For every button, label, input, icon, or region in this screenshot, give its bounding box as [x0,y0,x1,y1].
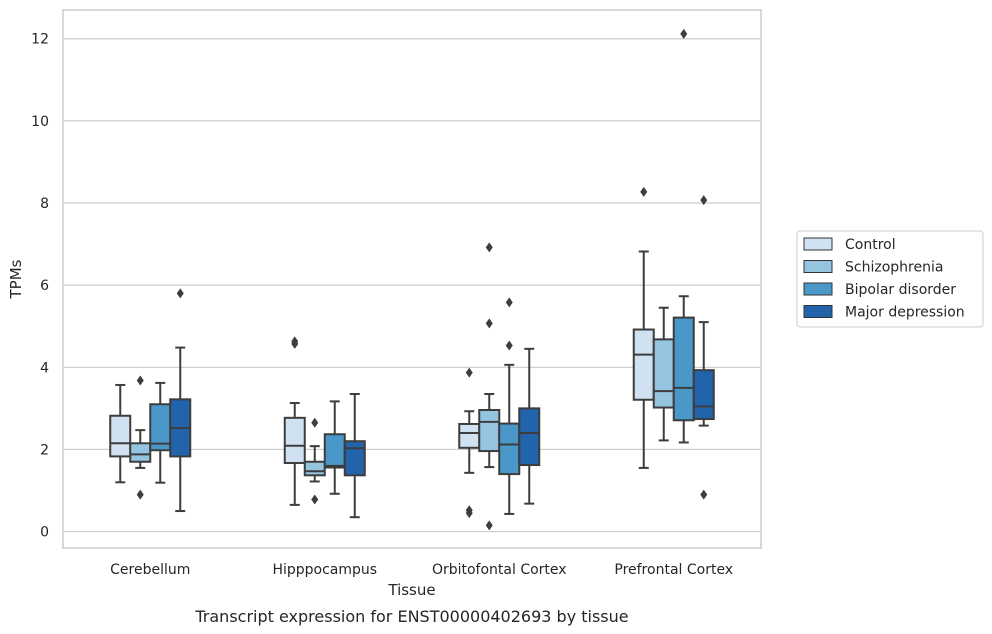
legend-label: Control [845,237,896,253]
outlier-point [700,489,708,500]
box-3-3 [692,195,715,500]
outlier-point [485,318,493,329]
box-3-0 [632,186,655,469]
y-tick-label: 10 [31,114,49,130]
y-tick-label: 4 [40,360,49,376]
outlier-point [311,494,319,505]
box-iqr [632,328,655,401]
plot-area-frame [62,9,762,549]
legend-swatch [803,305,833,318]
y-tick-label: 6 [40,278,49,294]
box-iqr [498,422,521,476]
outlier-point [485,520,493,531]
legend-swatch [803,260,833,273]
outlier-point [485,242,493,253]
outlier-point [176,288,184,299]
box-0-2 [149,381,172,484]
box-iqr [129,442,152,463]
x-axis-ticks: Cerebellum Hipppocampus Orbitofontal Corte… [110,562,733,578]
outlier-point [640,186,648,197]
box-3-1 [652,306,675,442]
y-axis-ticks: 0 2 4 6 8 10 12 [31,32,49,541]
legend-label: Major depression [845,305,965,321]
box-iqr [109,414,132,458]
box-0-1 [129,375,152,500]
box-iqr [323,433,346,469]
legend-swatch [803,237,833,251]
chart-caption: Transcript expression for ENST0000040269… [194,607,628,626]
outlier-point [465,505,473,516]
outlier-point [505,340,513,351]
box-iqr [478,409,501,453]
legend-label: Bipolar disorder [845,282,956,298]
outlier-point [136,489,144,500]
box-3-2 [672,28,695,444]
box-0-3 [169,288,192,513]
box-iqr [652,338,675,409]
y-tick-label: 2 [40,442,49,458]
legend-frame [796,230,984,328]
box-1-2 [323,400,346,495]
box-iqr [692,369,715,421]
x-tick-label: Prefrontal Cortex [614,562,733,578]
x-axis-label: Tissue [387,581,435,599]
box-iqr [518,407,541,467]
y-axis-label: TPMs [7,259,25,299]
box-0-0 [109,383,132,484]
outlier-point [136,375,144,386]
box-2-2 [498,297,521,515]
x-tick-label: Hipppocampus [272,562,377,578]
box-2-1 [478,242,501,531]
box-2-0 [458,367,481,519]
box-1-3 [343,392,366,519]
box-iqr [458,422,481,449]
y-tick-label: 0 [40,525,49,541]
box-1-0 [283,336,306,506]
box-iqr [672,316,695,422]
outlier-point [700,195,708,206]
y-tick-label: 8 [40,196,49,212]
box-iqr [303,460,326,477]
outlier-point [291,336,299,347]
x-tick-label: Orbitofontal Cortex [432,562,567,578]
box-2-3 [518,347,541,505]
box-groups [109,28,715,531]
box-iqr [283,416,306,464]
grid-lines [63,38,761,533]
box-1-1 [303,417,326,505]
y-tick-label: 12 [31,32,49,48]
outlier-point [505,297,513,308]
x-tick-label: Cerebellum [110,562,190,578]
outlier-point [465,367,473,378]
legend: Control Schizophrenia Bipolar disorder Majo… [796,230,984,328]
outlier-point [680,28,688,39]
legend-swatch [803,282,833,296]
legend-label: Schizophrenia [845,260,943,276]
box-iqr [343,440,366,477]
outlier-point [311,417,319,428]
